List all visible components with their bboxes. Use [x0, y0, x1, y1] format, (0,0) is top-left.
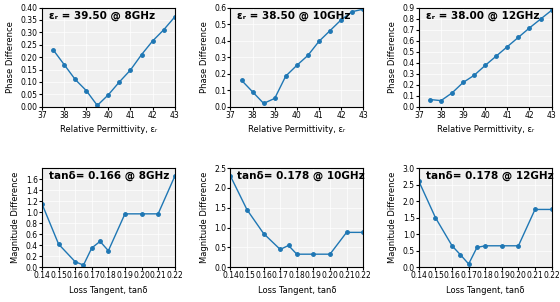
Text: tanδ= 0.166 @ 8GHz: tanδ= 0.166 @ 8GHz: [49, 171, 169, 182]
X-axis label: Relative Permittivity, εᵣ: Relative Permittivity, εᵣ: [437, 125, 534, 134]
X-axis label: Loss Tangent, tanδ: Loss Tangent, tanδ: [258, 286, 336, 295]
Text: tanδ= 0.178 @ 10GHz: tanδ= 0.178 @ 10GHz: [237, 171, 365, 182]
X-axis label: Relative Permittivity, εᵣ: Relative Permittivity, εᵣ: [60, 125, 157, 134]
Y-axis label: Magnitude Difference: Magnitude Difference: [199, 172, 208, 263]
Y-axis label: Phase Difference: Phase Difference: [199, 21, 208, 93]
Text: εᵣ = 38.50 @ 10GHz: εᵣ = 38.50 @ 10GHz: [237, 11, 351, 21]
Y-axis label: Phase Difference: Phase Difference: [388, 21, 397, 93]
X-axis label: Loss Tangent, tanδ: Loss Tangent, tanδ: [69, 286, 148, 295]
Text: εᵣ = 38.00 @ 12GHz: εᵣ = 38.00 @ 12GHz: [426, 11, 539, 21]
X-axis label: Relative Permittivity, εᵣ: Relative Permittivity, εᵣ: [248, 125, 346, 134]
Y-axis label: Phase Difference: Phase Difference: [6, 21, 15, 93]
Y-axis label: Magnitude Difference: Magnitude Difference: [11, 172, 20, 263]
Text: tanδ= 0.178 @ 12GHz: tanδ= 0.178 @ 12GHz: [426, 171, 553, 182]
Y-axis label: Magnitude Difference: Magnitude Difference: [388, 172, 397, 263]
X-axis label: Loss Tangent, tanδ: Loss Tangent, tanδ: [446, 286, 525, 295]
Text: εᵣ = 39.50 @ 8GHz: εᵣ = 39.50 @ 8GHz: [49, 11, 155, 21]
